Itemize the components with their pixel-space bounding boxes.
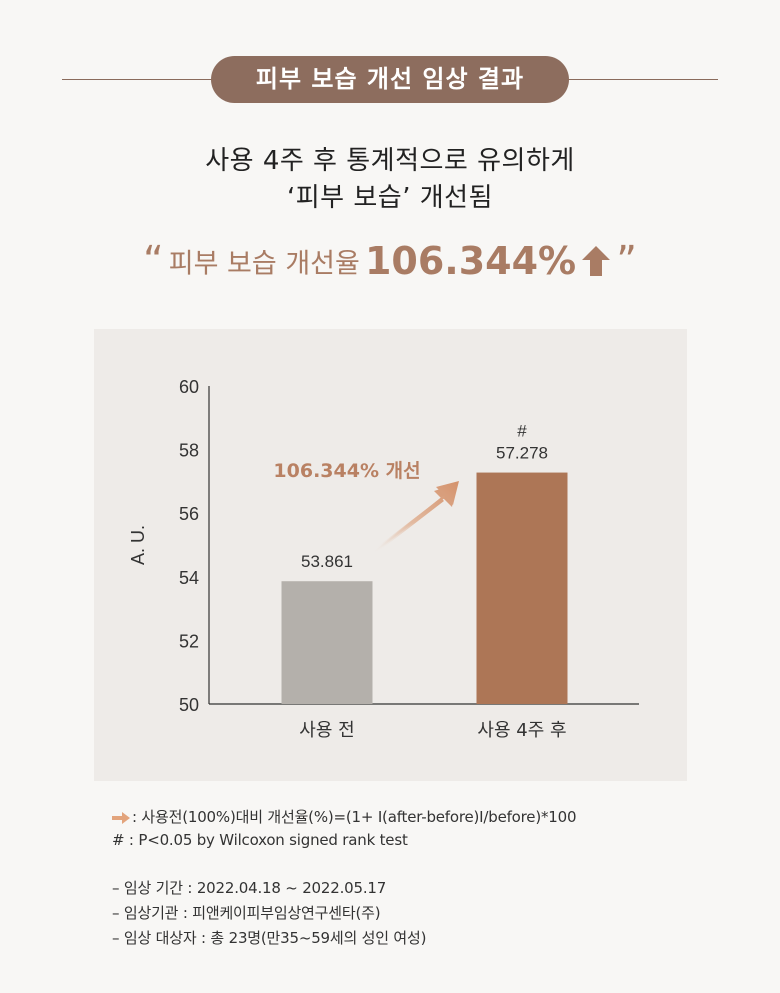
y-tick-label: 58 — [179, 441, 199, 461]
improvement-rate-value: 106.344% — [364, 239, 577, 283]
close-quote: ” — [616, 238, 638, 284]
improvement-arrow-head — [372, 481, 459, 555]
bar-2 — [476, 472, 568, 704]
formula-note: : 사용전(100%)대비 개선율(%)=(1+ I(after-before)… — [112, 806, 577, 827]
y-tick-label: 52 — [179, 631, 199, 651]
result-title-badge: 피부 보습 개선 임상 결과 — [211, 56, 569, 103]
improvement-rate-label: 피부 보습 개선율 — [168, 248, 360, 280]
bar-value-label: 57.278 — [496, 444, 548, 463]
improvement-annotation: 106.344% 개선 — [273, 460, 420, 482]
x-tick-label: 사용 4주 후 — [477, 720, 566, 741]
header-rule-left — [62, 79, 222, 80]
header-rule-right — [560, 79, 718, 80]
period-note: – 임상 기간 : 2022.04.18 ~ 2022.05.17 — [112, 879, 387, 897]
formula-note-text: : 사용전(100%)대비 개선율(%)=(1+ I(after-before)… — [132, 808, 577, 826]
improvement-rate: “ 피부 보습 개선율 106.344% ” — [0, 238, 780, 284]
bar-value-label: 53.861 — [301, 552, 353, 571]
y-axis-label: A. U. — [128, 525, 148, 565]
bar-1 — [281, 581, 373, 704]
y-tick-label: 60 — [179, 377, 199, 397]
institution-note: – 임상기관 : 피앤케이피부임상연구센타(주) — [112, 904, 381, 922]
subjects-note: – 임상 대상자 : 총 23명(만35~59세의 성인 여성) — [112, 929, 427, 947]
x-tick-label: 사용 전 — [299, 720, 354, 741]
subtitle-line-1: 사용 4주 후 통계적으로 유의하게 — [205, 146, 575, 176]
chart-panel: 50 52 54 56 58 60 A. U. 53.861 사용 전 57.278 # 사용 4주 … — [94, 329, 687, 781]
significance-mark: # — [517, 422, 527, 441]
subtitle-line-2: ‘피부 보습’ 개선됨 — [287, 183, 493, 213]
y-tick-label: 54 — [179, 568, 199, 588]
orange-arrow-icon — [112, 811, 130, 824]
up-arrow-icon — [582, 246, 611, 276]
y-tick-label: 56 — [179, 504, 199, 524]
y-tick-label: 50 — [179, 695, 199, 715]
bar-chart: 50 52 54 56 58 60 A. U. 53.861 사용 전 57.278 # 사용 4주 … — [128, 377, 639, 741]
significance-note: # : P<0.05 by Wilcoxon signed rank test — [112, 831, 408, 849]
open-quote: “ — [142, 238, 164, 284]
